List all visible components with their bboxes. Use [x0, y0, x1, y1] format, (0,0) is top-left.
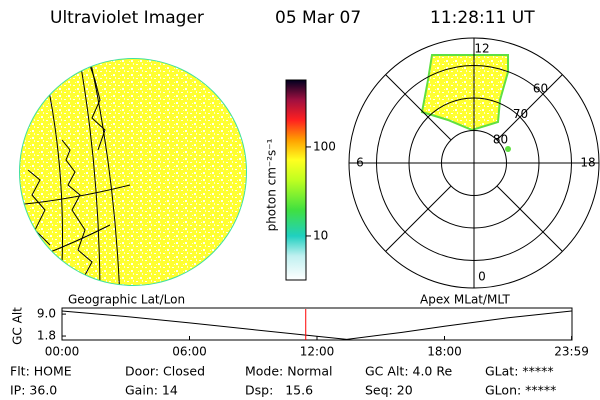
y-tick-label: 1.8 — [37, 329, 56, 343]
x-tick-label: 12:00 — [300, 345, 335, 359]
auroral-spot — [505, 146, 511, 152]
polar-label: Apex MLat/MLT — [420, 293, 510, 307]
geographic-image — [19, 58, 247, 286]
mlat-label: 60 — [533, 82, 548, 96]
mlat-ring — [441, 130, 507, 196]
mlt-label: 18 — [580, 156, 595, 170]
status-field: Door: Closed — [125, 364, 205, 379]
status-field: Mode: Normal — [245, 364, 332, 379]
status-field: GLat: ***** — [485, 364, 554, 379]
x-tick-label: 18:00 — [427, 345, 462, 359]
polar-spoke — [385, 74, 452, 141]
status-field: GLon: ***** — [485, 383, 556, 398]
geographic-label: Geographic Lat/Lon — [68, 293, 185, 307]
title-time: 11:28:11 UT — [430, 8, 535, 28]
title-instrument: Ultraviolet Imager — [50, 8, 204, 28]
mlt-label: 6 — [356, 156, 364, 170]
title-date: 05 Mar 07 — [275, 8, 361, 28]
status-field: GC Alt: 4.0 Re — [365, 364, 452, 379]
colorbar — [285, 79, 307, 281]
timeline-frame — [61, 307, 573, 341]
status-field: Dsp: 15.6 — [245, 383, 313, 398]
mlat-ring — [408, 97, 540, 229]
status-field: Seq: 20 — [365, 383, 413, 398]
mlt-label: 0 — [478, 270, 486, 284]
mlt-label: 12 — [474, 42, 489, 56]
x-tick-label: 00:00 — [45, 345, 80, 359]
mlat-label: 70 — [513, 107, 528, 121]
status-field: Gain: 14 — [125, 383, 178, 398]
colorbar-label: photon cm⁻²s⁻¹ — [265, 138, 279, 231]
polar-spoke — [496, 74, 563, 141]
status-field: Flt: HOME — [10, 364, 72, 379]
colorbar-tick-label: 10 — [313, 228, 328, 242]
polar-spoke — [496, 185, 563, 252]
altitude-line — [61, 310, 572, 340]
status-field: IP: 36.0 — [10, 383, 57, 398]
polar-spoke — [385, 185, 452, 252]
x-tick-label: 23:59 — [554, 345, 589, 359]
x-tick-label: 06:00 — [172, 345, 207, 359]
y-axis-label: GC Alt — [11, 307, 25, 345]
auroral-patch — [420, 54, 509, 132]
mlat-ring — [376, 65, 572, 261]
mlat-label: 80 — [493, 133, 508, 147]
colorbar-tick-label: 100 — [313, 139, 336, 153]
timeline: 9.0 1.8 00:00 06:00 12:00 18:00 23:59 — [37, 307, 589, 359]
y-tick-label: 9.0 — [37, 307, 56, 321]
